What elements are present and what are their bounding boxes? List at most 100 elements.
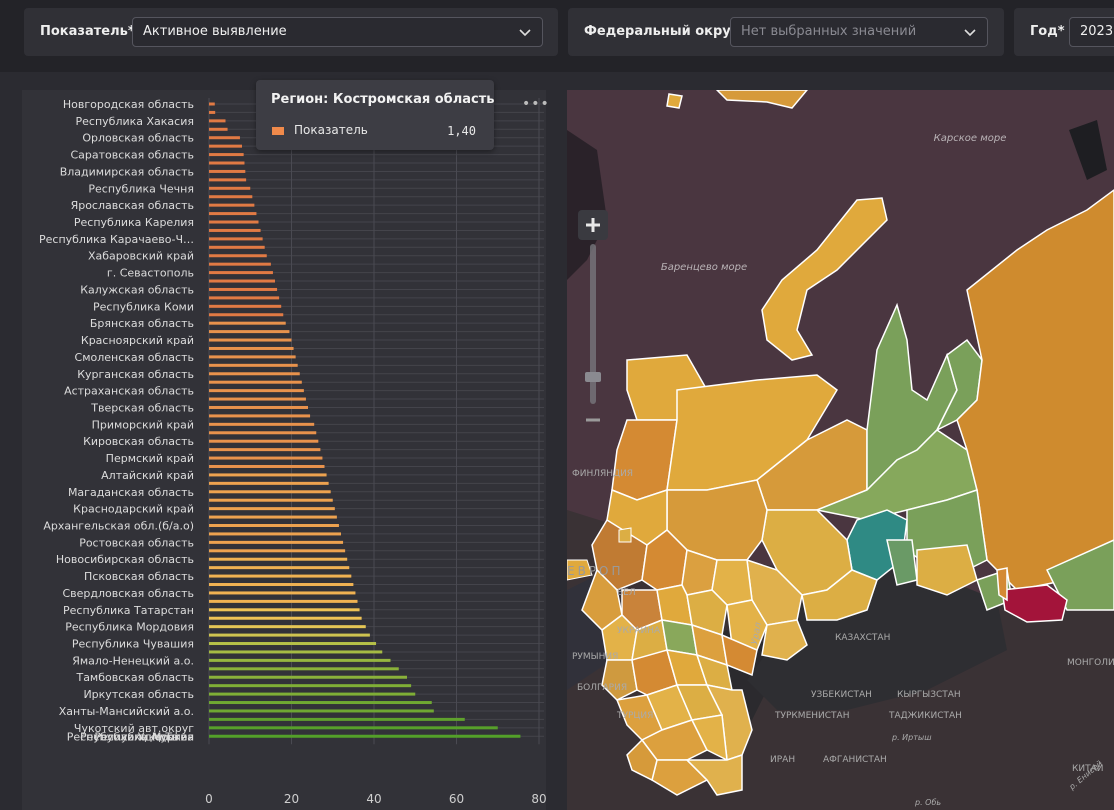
bar[interactable] [209,684,412,688]
bar[interactable] [209,330,290,334]
bar[interactable] [209,439,319,443]
bar[interactable] [209,271,273,275]
bar[interactable] [209,355,296,359]
bar[interactable] [209,599,358,603]
map-panel[interactable]: Карское море Баренцево море ФИНЛЯНДИЯ ЕВ… [567,90,1114,810]
year-select[interactable]: 2023 [1069,17,1114,47]
bar[interactable] [209,717,465,721]
category-label: Ярославская область [71,199,194,212]
district-select-placeholder: Нет выбранных значений [741,24,917,39]
bar[interactable] [209,262,271,266]
bar[interactable] [209,389,304,393]
bar[interactable] [209,701,432,705]
bar[interactable] [209,161,245,165]
bar[interactable] [209,110,216,114]
bar[interactable] [209,287,278,291]
bar[interactable] [209,507,335,511]
turkey-label: ТУРЦИЯ [616,711,653,721]
bar[interactable] [209,195,253,199]
bar[interactable] [209,304,282,308]
bar[interactable] [209,169,246,173]
plus-icon [586,218,600,232]
bar[interactable] [209,473,327,477]
bar[interactable] [209,119,226,123]
bar[interactable] [209,675,407,679]
bar[interactable] [209,583,354,587]
bar[interactable] [209,498,333,502]
more-options-icon[interactable]: ••• [522,96,550,112]
bar[interactable] [209,397,306,401]
category-label: Республика Тыва [94,730,194,743]
bar[interactable] [209,414,311,418]
bar[interactable] [209,625,366,629]
minus-icon [586,418,600,422]
bar[interactable] [209,338,292,342]
bar[interactable] [209,633,370,637]
bar[interactable] [209,616,362,620]
bar[interactable] [209,448,321,452]
bar[interactable] [209,557,348,561]
bar[interactable] [209,212,257,216]
bar[interactable] [209,490,331,494]
bar[interactable] [209,658,391,662]
bar[interactable] [209,372,300,376]
choropleth-map[interactable]: Карское море Баренцево море ФИНЛЯНДИЯ ЕВ… [567,90,1114,810]
bar[interactable] [209,228,261,232]
bar[interactable] [209,254,267,258]
bar[interactable] [209,186,251,190]
bar[interactable] [209,591,356,595]
bar[interactable] [209,464,325,468]
bar[interactable] [209,203,255,207]
zoom-in-button[interactable] [578,210,608,240]
bar[interactable] [209,481,329,485]
bar[interactable] [209,532,341,536]
bar[interactable] [209,456,323,460]
bar[interactable] [209,237,263,241]
bar[interactable] [209,178,247,182]
category-label: Орловская область [82,132,194,145]
bar[interactable] [209,566,350,570]
bar[interactable] [209,363,298,367]
bar[interactable] [209,734,521,738]
category-label: Брянская область [90,317,194,330]
bar[interactable] [209,515,337,519]
bar[interactable] [209,574,352,578]
bar[interactable] [209,144,242,148]
tooltip-series-name: Показатель [294,123,368,137]
bar[interactable] [209,540,344,544]
bar[interactable] [209,650,383,654]
zoom-out-button[interactable] [578,405,608,435]
zoom-slider-track[interactable] [590,244,596,404]
bar[interactable] [209,549,346,553]
bar[interactable] [209,346,294,350]
bulgaria-label: БОЛГАРИЯ [577,683,627,693]
bar[interactable] [209,405,308,409]
bar[interactable] [209,726,498,730]
bar[interactable] [209,422,315,426]
bar[interactable] [209,127,228,131]
china-label: КИТАЙ [1072,762,1104,774]
bar[interactable] [209,709,434,713]
bar[interactable] [209,321,286,325]
bar[interactable] [209,279,275,283]
kyrgyzstan-label: КЫРГЫЗСТАН [897,690,961,700]
bar[interactable] [209,431,317,435]
bar[interactable] [209,313,284,317]
bar-chart-panel: Новгородская область Республика Хакасия Ор… [22,90,546,810]
bar[interactable] [209,524,339,527]
indicator-select[interactable]: Активное выявление [132,17,543,47]
bar[interactable] [209,380,302,384]
bar[interactable] [209,608,360,612]
bar[interactable] [209,102,215,106]
bar[interactable] [209,136,240,140]
kazakhstan-label: КАЗАХСТАН [835,633,890,643]
bar[interactable] [209,220,259,224]
bar[interactable] [209,296,280,300]
bar[interactable] [209,667,399,671]
district-select[interactable]: Нет выбранных значений [730,17,988,47]
bar[interactable] [209,245,265,249]
bar[interactable] [209,642,377,646]
zoom-slider-handle[interactable] [585,372,601,382]
bar[interactable] [209,692,416,696]
bar[interactable] [209,153,244,157]
